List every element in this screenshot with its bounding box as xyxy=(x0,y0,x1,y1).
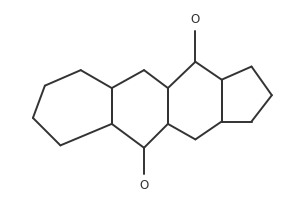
Text: O: O xyxy=(140,179,149,192)
Text: O: O xyxy=(191,13,200,26)
